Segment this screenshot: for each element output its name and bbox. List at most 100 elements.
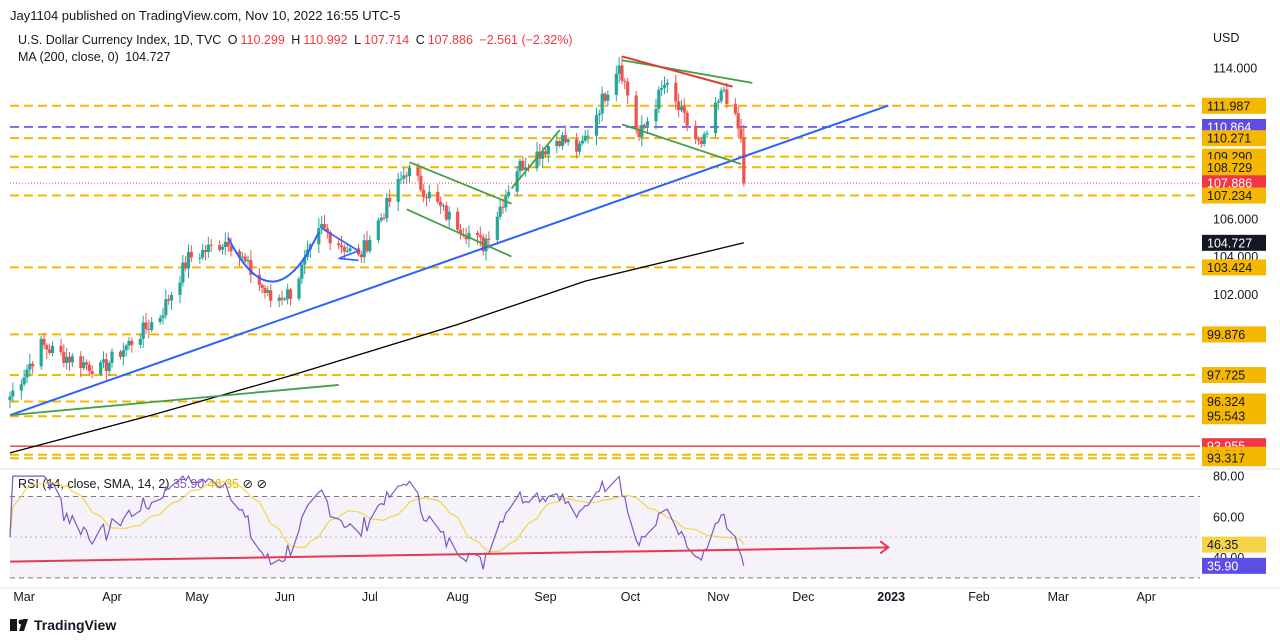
candle-body[interactable] (39, 338, 43, 367)
candle-body[interactable] (594, 115, 599, 136)
candle-body[interactable] (733, 103, 737, 114)
candle-body[interactable] (634, 95, 638, 129)
candle-body[interactable] (79, 356, 83, 369)
candle-body[interactable] (399, 178, 403, 180)
candle-body[interactable] (702, 134, 706, 145)
candle-body[interactable] (699, 140, 703, 145)
candle-body[interactable] (382, 217, 386, 219)
candle-body[interactable] (42, 338, 46, 346)
candle-body[interactable] (388, 197, 392, 202)
candle-body[interactable] (478, 234, 482, 238)
candle-body[interactable] (317, 227, 321, 245)
green-channel-line[interactable] (621, 123, 742, 165)
candle-body[interactable] (623, 80, 627, 82)
candle-body[interactable] (240, 256, 244, 258)
candle-body[interactable] (614, 73, 618, 95)
candle-body[interactable] (597, 113, 601, 116)
candle-body[interactable] (441, 205, 446, 207)
candle-body[interactable] (475, 232, 480, 235)
candle-body[interactable] (560, 135, 565, 146)
candle-body[interactable] (439, 201, 443, 206)
candle-body[interactable] (25, 369, 29, 378)
candle-body[interactable] (50, 345, 55, 353)
candle-body[interactable] (257, 274, 261, 285)
candle-body[interactable] (458, 229, 463, 235)
candle-body[interactable] (31, 363, 35, 367)
candle-body[interactable] (495, 216, 499, 240)
candle-body[interactable] (722, 89, 726, 91)
candle-body[interactable] (263, 287, 267, 293)
candle-body[interactable] (220, 246, 225, 250)
candle-body[interactable] (288, 289, 293, 299)
candle-body[interactable] (385, 197, 389, 219)
candle-body[interactable] (501, 206, 505, 208)
candle-body[interactable] (121, 350, 125, 357)
candle-body[interactable] (402, 175, 406, 179)
candle-body[interactable] (416, 167, 420, 176)
candle-body[interactable] (467, 232, 471, 240)
candle-body[interactable] (70, 356, 74, 363)
candle-body[interactable] (167, 299, 171, 301)
candle-body[interactable] (577, 143, 582, 152)
eye-off-icon[interactable]: ⊘ (242, 477, 253, 491)
rsi-line[interactable] (9, 474, 745, 570)
candle-body[interactable] (147, 329, 151, 331)
candle-body[interactable] (606, 94, 610, 101)
candle-body[interactable] (563, 135, 567, 143)
candle-body[interactable] (620, 65, 624, 81)
candle-body[interactable] (110, 351, 114, 363)
candle-body[interactable] (543, 151, 548, 155)
candle-body[interactable] (422, 189, 426, 198)
symbol-name[interactable]: U.S. Dollar Currency Index, 1D, TVC (18, 33, 222, 47)
candle-body[interactable] (396, 179, 400, 202)
candle-body[interactable] (322, 224, 327, 229)
candle-body[interactable] (303, 257, 307, 265)
green-channel-line[interactable] (409, 161, 512, 205)
candle-body[interactable] (555, 141, 559, 147)
candle-body[interactable] (600, 93, 604, 114)
candle-body[interactable] (223, 241, 227, 247)
ma-200-line[interactable] (9, 242, 744, 454)
candle-body[interactable] (637, 128, 641, 137)
candle-body[interactable] (337, 243, 341, 246)
cup-pattern-curve[interactable] (227, 231, 320, 283)
candle-body[interactable] (82, 362, 86, 369)
candle-body[interactable] (696, 139, 701, 141)
candle-body[interactable] (580, 140, 584, 144)
candle-body[interactable] (682, 106, 686, 113)
candle-body[interactable] (101, 359, 106, 363)
candle-body[interactable] (99, 362, 103, 375)
candle-body[interactable] (229, 246, 233, 252)
candle-body[interactable] (237, 251, 242, 258)
candle-body[interactable] (456, 211, 460, 230)
candle-body[interactable] (685, 112, 689, 126)
candle-body[interactable] (665, 82, 669, 85)
candle-body[interactable] (716, 101, 720, 103)
candle-body[interactable] (719, 90, 723, 102)
candle-body[interactable] (246, 260, 250, 262)
footer-brand[interactable]: TradingView (10, 617, 116, 633)
candle-body[interactable] (243, 256, 247, 262)
candle-body[interactable] (742, 137, 746, 184)
candle-body[interactable] (339, 245, 344, 247)
candle-body[interactable] (713, 102, 718, 134)
candle-body[interactable] (645, 121, 650, 126)
candle-body[interactable] (8, 396, 12, 401)
candle-body[interactable] (67, 356, 72, 363)
candle-body[interactable] (626, 81, 630, 96)
candle-body[interactable] (643, 124, 647, 126)
candle-body[interactable] (138, 338, 142, 345)
candle-body[interactable] (209, 244, 213, 246)
rsi-trendline[interactable] (9, 546, 889, 563)
candle-body[interactable] (249, 260, 253, 275)
candle-body[interactable] (662, 84, 667, 88)
candle-body[interactable] (464, 235, 468, 240)
candle-body[interactable] (487, 238, 491, 240)
candle-body[interactable] (87, 364, 91, 372)
candle-body[interactable] (362, 240, 366, 258)
candle-body[interactable] (586, 135, 590, 137)
candle-body[interactable] (368, 239, 372, 252)
candle-body[interactable] (189, 251, 193, 258)
ma-label[interactable]: MA (200, close, 0) (18, 50, 119, 64)
